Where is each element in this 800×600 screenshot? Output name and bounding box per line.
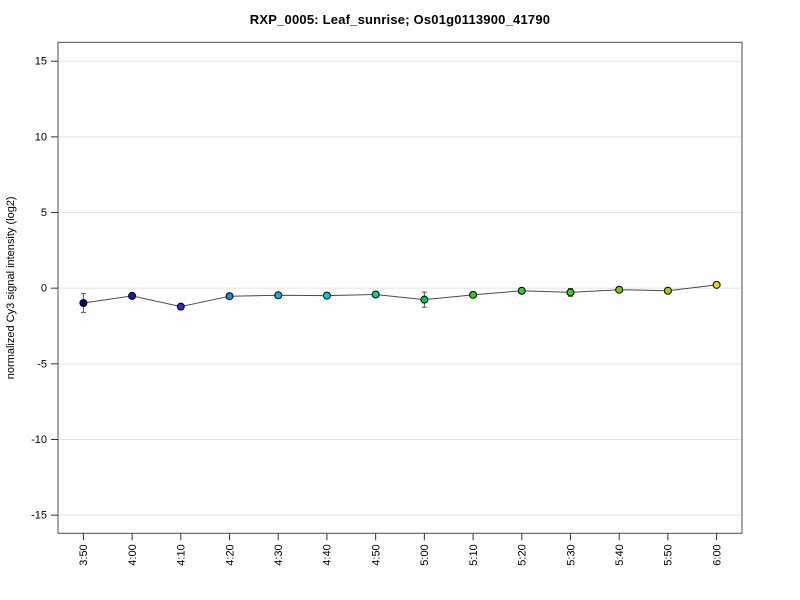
y-axis-title: normalized Cy3 signal intensity (log2) <box>5 196 17 379</box>
data-point <box>274 291 283 300</box>
x-tick-label: 5:10 <box>468 544 480 565</box>
x-tick-label: 6:00 <box>711 544 723 565</box>
x-tick-label: 4:00 <box>127 544 139 565</box>
data-point <box>712 280 721 289</box>
x-tick-label: 4:30 <box>273 544 285 565</box>
x-tick-label: 4:20 <box>224 544 236 565</box>
data-point <box>615 285 624 294</box>
data-point <box>176 302 185 311</box>
x-tick-label: 4:10 <box>176 544 188 565</box>
y-tick-label: -10 <box>31 434 47 446</box>
y-tick-label: 10 <box>35 131 47 143</box>
x-tick-label: 4:50 <box>370 544 382 565</box>
data-point <box>371 290 380 299</box>
y-tick-label: 5 <box>41 207 47 219</box>
y-tick-label: -15 <box>31 510 47 522</box>
x-tick-label: 5:20 <box>517 544 529 565</box>
data-point <box>225 292 234 301</box>
x-tick-label: 5:50 <box>663 544 675 565</box>
y-tick-label: 15 <box>35 56 47 68</box>
y-tick-label: 0 <box>41 283 47 295</box>
series-line <box>83 284 717 308</box>
x-tick-label: 5:00 <box>419 544 431 565</box>
data-point <box>663 286 672 295</box>
data-point <box>128 291 137 300</box>
x-tick-label: 4:40 <box>322 544 334 565</box>
data-point <box>79 299 88 308</box>
x-tick-label: 5:40 <box>614 544 626 565</box>
data-point <box>517 286 526 295</box>
data-point <box>322 291 331 300</box>
chart-title: RXP_0005: Leaf_sunrise; Os01g0113900_417… <box>249 12 551 27</box>
y-tick-label: -5 <box>37 358 47 370</box>
x-tick-label: 3:50 <box>78 544 90 565</box>
data-point <box>469 290 478 299</box>
data-point <box>566 288 575 297</box>
x-tick-label: 5:30 <box>565 544 577 565</box>
data-point <box>420 295 429 304</box>
